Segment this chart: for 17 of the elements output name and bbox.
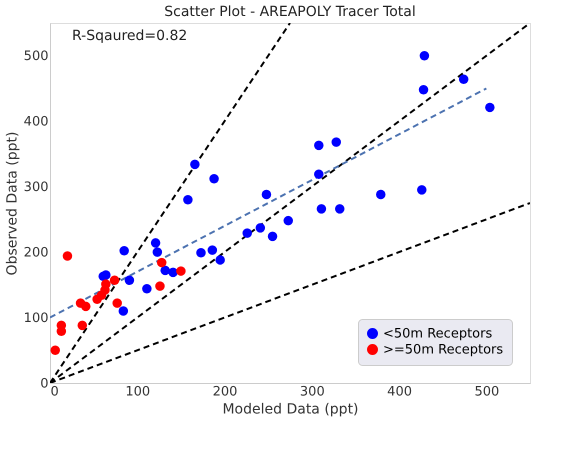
legend-label: <50m Receptors — [383, 326, 492, 342]
y-tick-label: 200 — [24, 246, 48, 261]
x-tick-label: 500 — [474, 384, 500, 400]
x-tick-label: 100 — [125, 384, 150, 400]
y-tick-label: 500 — [24, 49, 48, 64]
x-tick-label: 200 — [212, 384, 238, 400]
y-tick-label: 300 — [24, 180, 48, 196]
y-tick-label: 400 — [24, 114, 48, 130]
annotation: R-Sqaured=0.82 — [72, 28, 188, 44]
x-tick-label: 300 — [300, 384, 325, 400]
chart-title: Scatter Plot - AREAPOLY Tracer Total — [164, 4, 416, 20]
x-tick-label: 0 — [50, 384, 59, 400]
y-axis-title: Observed Data (ppt) — [4, 132, 21, 276]
x-axis-title: Modeled Data (ppt) — [222, 402, 359, 418]
x-tick-label: 400 — [387, 384, 412, 400]
y-tick-label: 100 — [24, 311, 48, 326]
legend-label: >=50m Receptors — [383, 342, 504, 358]
